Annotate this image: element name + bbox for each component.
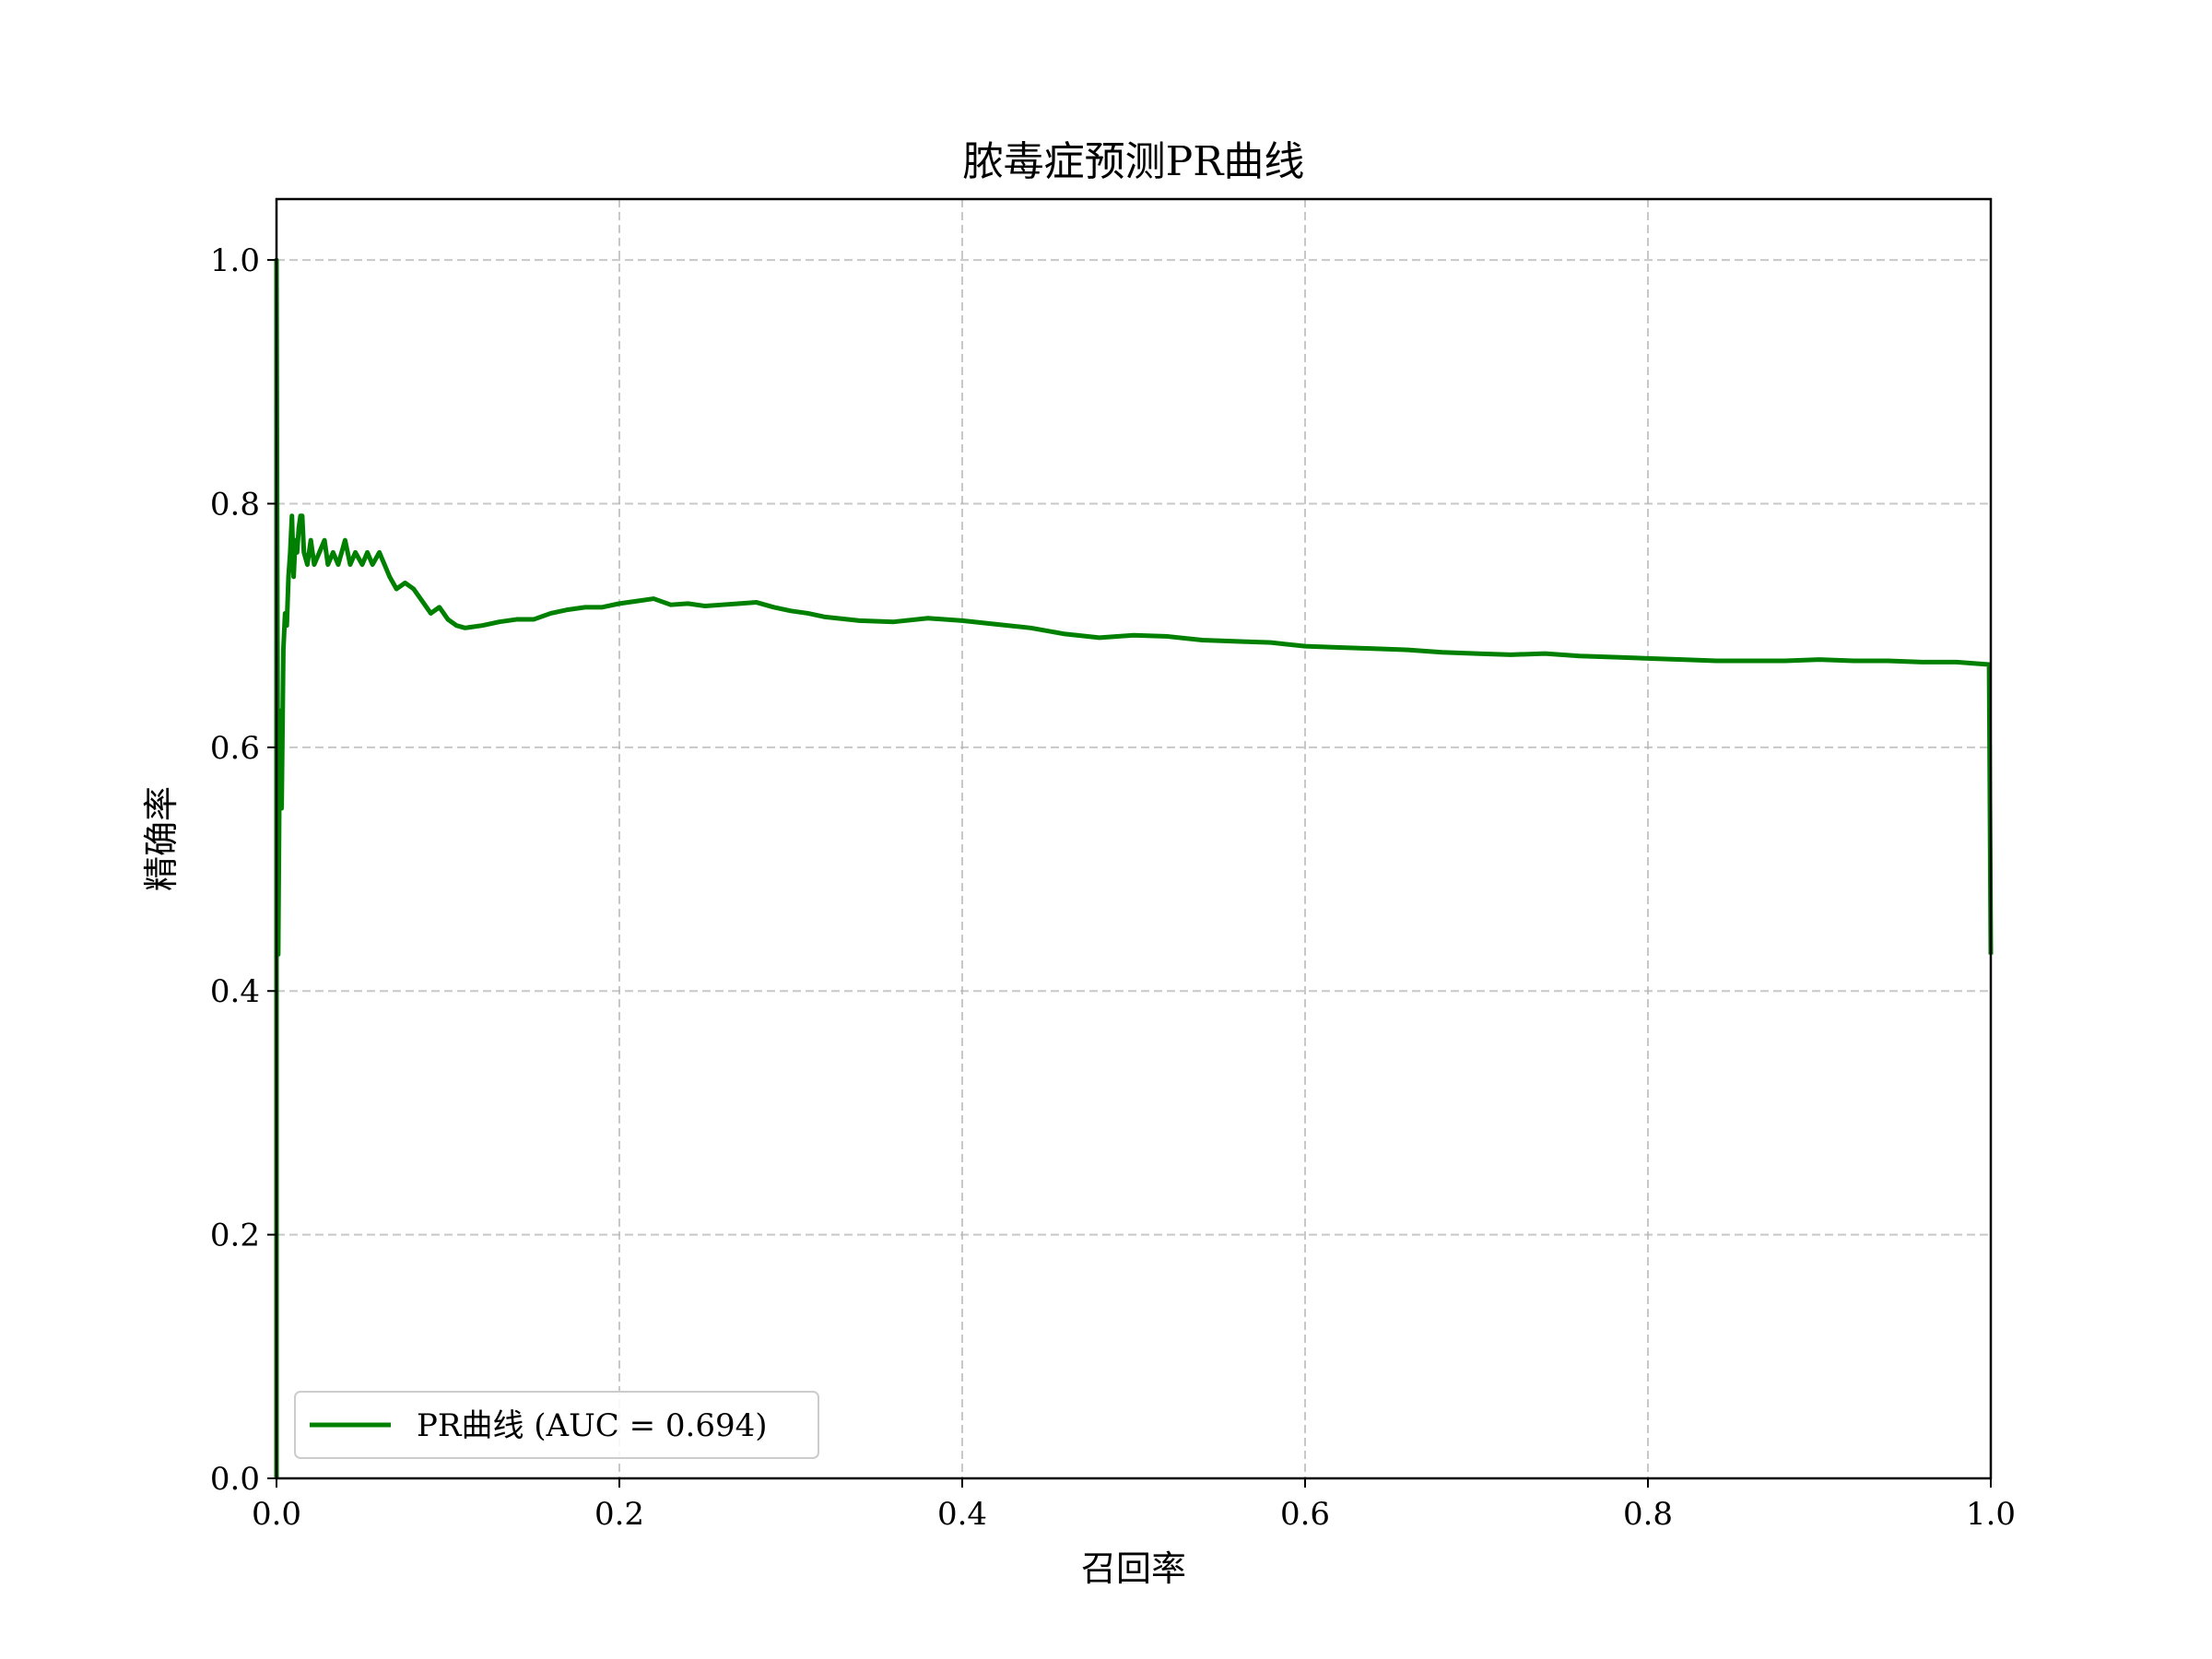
y-tick-label: 0.0 [210, 1461, 260, 1498]
plot-frame [275, 197, 1993, 1480]
x-tick-label: 0.4 [937, 1496, 987, 1533]
legend-entry-label: PR曲线 (AUC = 0.694) [417, 1407, 767, 1444]
pr-curve-line [274, 257, 1994, 1478]
grid [276, 199, 1992, 1479]
x-axis-label: 召回率 [1081, 1548, 1186, 1589]
legend-box [294, 1391, 819, 1459]
y-tick-label: 1.0 [210, 242, 260, 279]
x-tick-label: 0.6 [1280, 1496, 1330, 1533]
x-tick-label: 1.0 [1966, 1496, 2016, 1533]
y-tick-label: 0.4 [210, 973, 260, 1010]
series-layer [274, 257, 1994, 1478]
y-tick-label: 0.2 [210, 1218, 260, 1254]
y-tick-label: 0.6 [210, 730, 260, 767]
y-tick-label: 0.8 [210, 486, 260, 523]
y-axis-label: 精确率 [141, 786, 182, 891]
x-tick-label: 0.8 [1623, 1496, 1673, 1533]
chart-title: 脓毒症预测PR曲线 [963, 138, 1305, 185]
legend: PR曲线 (AUC = 0.694) [294, 1391, 819, 1459]
x-tick-label: 0.2 [594, 1496, 644, 1533]
ticks: 0.0 0.2 0.4 0.6 0.8 1.0 0.0 0.2 0.4 0.6 0.8 1.0 [210, 242, 2016, 1533]
x-tick-label: 0.0 [252, 1496, 301, 1533]
